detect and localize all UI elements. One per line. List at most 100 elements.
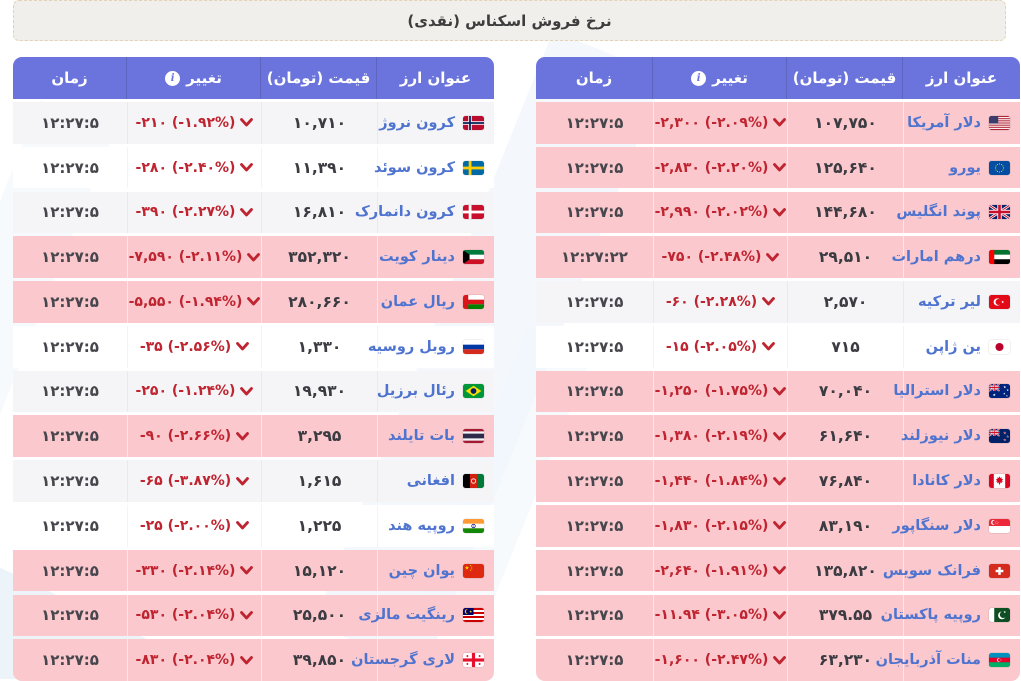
currency-name: روپیه هند <box>389 517 456 534</box>
time-cell: ۱۲:۲۷:۵ <box>14 102 128 144</box>
currency-row[interactable]: یوان چین ۱۵,۱۲۰ -۳۳۰ (-۲.۱۴%) ۱۲:۲۷:۵ <box>14 549 495 592</box>
currency-name: دلار نیوزلند <box>901 428 982 445</box>
info-icon[interactable]: i <box>166 70 182 86</box>
currency-row[interactable]: دلار سنگاپور ۸۳,۱۹۰ -۱,۸۳۰ (-۲.۱۵%) ۱۲:۲… <box>537 505 1021 547</box>
currency-row[interactable]: روبل روسیه ۱,۳۳۰ -۳۵ (-۲.۵۶%) ۱۲:۲۷:۵ <box>14 325 495 368</box>
currency-row[interactable]: روپیه هند ۱,۲۲۵ -۲۵ (-۲.۰۰%) ۱۲:۲۷:۵ <box>14 505 495 547</box>
currency-row[interactable]: منات آذربایجان ۶۳,۲۳۰ -۱,۶۰۰ (-۲.۴۷%) ۱۲… <box>537 639 1021 681</box>
change-value: -۱,۲۵۰ (-۱.۷۵%) <box>655 383 770 400</box>
currency-row[interactable]: لیر ترکیه ۲,۵۷۰ -۶۰ (-۲.۲۸%) ۱۲:۲۷:۵ <box>537 281 1021 323</box>
time-value: ۱۲:۲۷:۵ <box>566 113 625 132</box>
change-cell: -۷,۵۹۰ (-۲.۱۱%) <box>128 236 262 278</box>
change-cell: -۲۵ (-۲.۰۰%) <box>128 505 262 547</box>
change-value: -۶۰ (-۲.۲۸%) <box>666 293 759 310</box>
chevron-down-icon <box>237 342 251 351</box>
chevron-down-icon <box>774 163 788 172</box>
chevron-down-icon <box>237 476 251 486</box>
price-cell: ۷۰,۰۴۰ <box>788 370 904 413</box>
price-cell: ۷۱۵ <box>788 325 904 368</box>
time-value: ۱۲:۲۷:۵ <box>566 516 625 535</box>
flag-denmark-icon <box>464 205 485 220</box>
chevron-down-icon <box>241 118 255 127</box>
page-title: نرخ فروش اسکناس (نقدی) <box>408 11 613 30</box>
currency-row[interactable]: رئال برزیل ۱۹,۹۳۰ -۲۵۰ (-۱.۲۴%) ۱۲:۲۷:۵ <box>14 370 495 413</box>
currency-row[interactable]: لاری گرجستان ۳۹,۸۵۰ -۸۳۰ (-۲.۰۴%) ۱۲:۲۷:… <box>14 639 495 681</box>
price-cell: ۱۰,۷۱۰ <box>262 102 378 144</box>
currency-row[interactable]: یورو ۱۲۵,۶۴۰ -۲,۸۳۰ (-۲.۲۰%) ۱۲:۲۷:۵ <box>537 146 1021 189</box>
currency-row[interactable]: درهم امارات ۲۹,۵۱۰ -۷۵۰ (-۲.۴۸%) ۱۲:۲۷:۲… <box>537 236 1021 278</box>
price-cell: ۸۳,۱۹۰ <box>788 505 904 547</box>
time-cell: ۱۲:۲۷:۵ <box>14 236 128 278</box>
price-value: ۸۳,۱۹۰ <box>819 516 874 535</box>
currency-row[interactable]: کرون نروژ ۱۰,۷۱۰ -۲۱۰ (-۱.۹۲%) ۱۲:۲۷:۵ <box>14 102 495 144</box>
chevron-down-icon <box>237 431 251 441</box>
chevron-down-icon <box>774 610 788 620</box>
currency-name-cell: روپیه هند <box>378 505 495 547</box>
price-value: ۶۳,۲۳۰ <box>819 651 874 670</box>
change-cell: -۱,۸۳۰ (-۲.۱۵%) <box>654 505 788 547</box>
currency-row[interactable]: دینار کویت ۳۵۲,۳۲۰ -۷,۵۹۰ (-۲.۱۱%) ۱۲:۲۷… <box>14 236 495 278</box>
currency-row[interactable]: روپیه پاکستان ۳۷۹.۵۵ -۱۱.۹۴ (-۳.۰۵%) ۱۲:… <box>537 594 1021 637</box>
chevron-down-icon <box>248 252 262 262</box>
currency-name-cell: پوند انگلیس <box>897 191 1021 234</box>
currency-row[interactable]: ریال عمان ۲۸۰,۶۶۰ -۵,۵۵۰ (-۱.۹۴%) ۱۲:۲۷:… <box>14 281 495 323</box>
change-cell: -۵۳۰ (-۲.۰۴%) <box>128 594 262 637</box>
currency-row[interactable]: دلار آمریکا ۱۰۷,۷۵۰ -۲,۳۰۰ (-۲.۰۹%) ۱۲:۲… <box>537 102 1021 144</box>
currency-row[interactable]: افغانی ۱,۶۱۵ -۶۵ (-۳.۸۷%) ۱۲:۲۷:۵ <box>14 460 495 502</box>
time-cell: ۱۲:۲۷:۵ <box>537 415 654 457</box>
currency-name: رئال برزیل <box>377 383 456 400</box>
currency-name: درهم امارات <box>892 249 982 266</box>
currency-table-primary: عنوان ارز قیمت (تومان) تغییر i زمان دلار… <box>537 57 1021 681</box>
change-cell: -۷۵۰ (-۲.۴۸%) <box>654 236 788 278</box>
change-cell: -۲,۹۹۰ (-۲.۰۲%) <box>654 191 788 234</box>
change-value: -۳۹۰ (-۲.۲۷%) <box>136 204 237 221</box>
change-cell: -۲۱۰ (-۱.۹۲%) <box>128 102 262 144</box>
price-cell: ۲۹,۵۱۰ <box>788 236 904 278</box>
change-value: -۲۵ (-۲.۰۰%) <box>140 517 233 534</box>
chevron-down-icon <box>237 521 251 530</box>
currency-row[interactable]: رینگیت مالزی ۲۵,۵۰۰ -۵۳۰ (-۲.۰۴%) ۱۲:۲۷:… <box>14 594 495 637</box>
change-value: -۱,۸۳۰ (-۲.۱۵%) <box>655 517 770 534</box>
currency-row[interactable]: دلار استرالیا ۷۰,۰۴۰ -۱,۲۵۰ (-۱.۷۵%) ۱۲:… <box>537 370 1021 413</box>
currency-name-cell: افغانی <box>378 460 495 502</box>
price-value: ۱۹,۹۳۰ <box>293 382 348 401</box>
price-value: ۱۰,۷۱۰ <box>293 113 348 132</box>
chevron-down-icon <box>763 342 777 351</box>
currency-row[interactable]: ین ژاپن ۷۱۵ -۱۵ (-۲.۰۵%) ۱۲:۲۷:۵ <box>537 325 1021 368</box>
currency-row[interactable]: پوند انگلیس ۱۴۴,۶۸۰ -۲,۹۹۰ (-۲.۰۲%) ۱۲:۲… <box>537 191 1021 234</box>
currency-row[interactable]: فرانک سویس ۱۳۵,۸۲۰ -۲,۶۴۰ (-۱.۹۱%) ۱۲:۲۷… <box>537 549 1021 592</box>
time-value: ۱۲:۲۷:۵ <box>42 651 100 670</box>
currency-name-cell: لیر ترکیه <box>904 281 1021 323</box>
section-title-bar: نرخ فروش اسکناس (نقدی) <box>14 0 1007 41</box>
currency-row[interactable]: بات تایلند ۳,۲۹۵ -۹۰ (-۲.۶۶%) ۱۲:۲۷:۵ <box>14 415 495 458</box>
currency-row[interactable]: کرون دانمارک ۱۶,۸۱۰ -۳۹۰ (-۲.۲۷%) ۱۲:۲۷:… <box>14 191 495 234</box>
currency-name-cell: فرانک سویس <box>884 549 1021 592</box>
time-value: ۱۲:۲۷:۵ <box>566 337 625 356</box>
time-cell: ۱۲:۲۷:۵ <box>14 147 128 189</box>
header-time: زمان <box>52 69 89 87</box>
change-value: -۲,۸۳۰ (-۲.۲۰%) <box>655 159 770 176</box>
time-cell: ۱۲:۲۷:۵ <box>537 192 654 234</box>
flag-china-icon <box>464 563 485 578</box>
price-value: ۷۱۵ <box>832 337 861 356</box>
change-value: -۲,۹۹۰ (-۲.۰۲%) <box>655 204 770 221</box>
currency-row[interactable]: دلار کانادا ۷۶,۸۴۰ -۱,۴۴۰ (-۱.۸۴%) ۱۲:۲۷… <box>537 460 1021 502</box>
change-value: -۸۳۰ (-۲.۰۴%) <box>136 652 237 669</box>
time-cell: ۱۲:۲۷:۵ <box>14 415 128 457</box>
price-cell: ۱,۳۳۰ <box>262 325 378 368</box>
info-icon[interactable]: i <box>692 70 708 86</box>
time-cell: ۱۲:۲۷:۵ <box>537 639 654 681</box>
flag-norway-icon <box>464 115 485 130</box>
currency-row[interactable]: دلار نیوزلند ۶۱,۶۴۰ -۱,۳۸۰ (-۲.۱۹%) ۱۲:۲… <box>537 415 1021 458</box>
flag-australia-icon <box>990 384 1011 399</box>
change-cell: -۳۹۰ (-۲.۲۷%) <box>128 191 262 234</box>
change-value: -۱۵ (-۲.۰۵%) <box>666 338 759 355</box>
change-value: -۱,۳۸۰ (-۲.۱۹%) <box>655 428 770 445</box>
flag-japan-icon <box>990 339 1011 354</box>
header-change: تغییر i <box>127 57 261 99</box>
chevron-down-icon <box>774 521 788 530</box>
change-value: -۱,۶۰۰ (-۲.۴۷%) <box>655 652 770 669</box>
currency-row[interactable]: کرون سوئد ۱۱,۳۹۰ -۲۸۰ (-۲.۴۰%) ۱۲:۲۷:۵ <box>14 146 495 189</box>
currency-name-cell: رینگیت مالزی <box>359 594 495 637</box>
currency-name: منات آذربایجان <box>876 652 982 669</box>
